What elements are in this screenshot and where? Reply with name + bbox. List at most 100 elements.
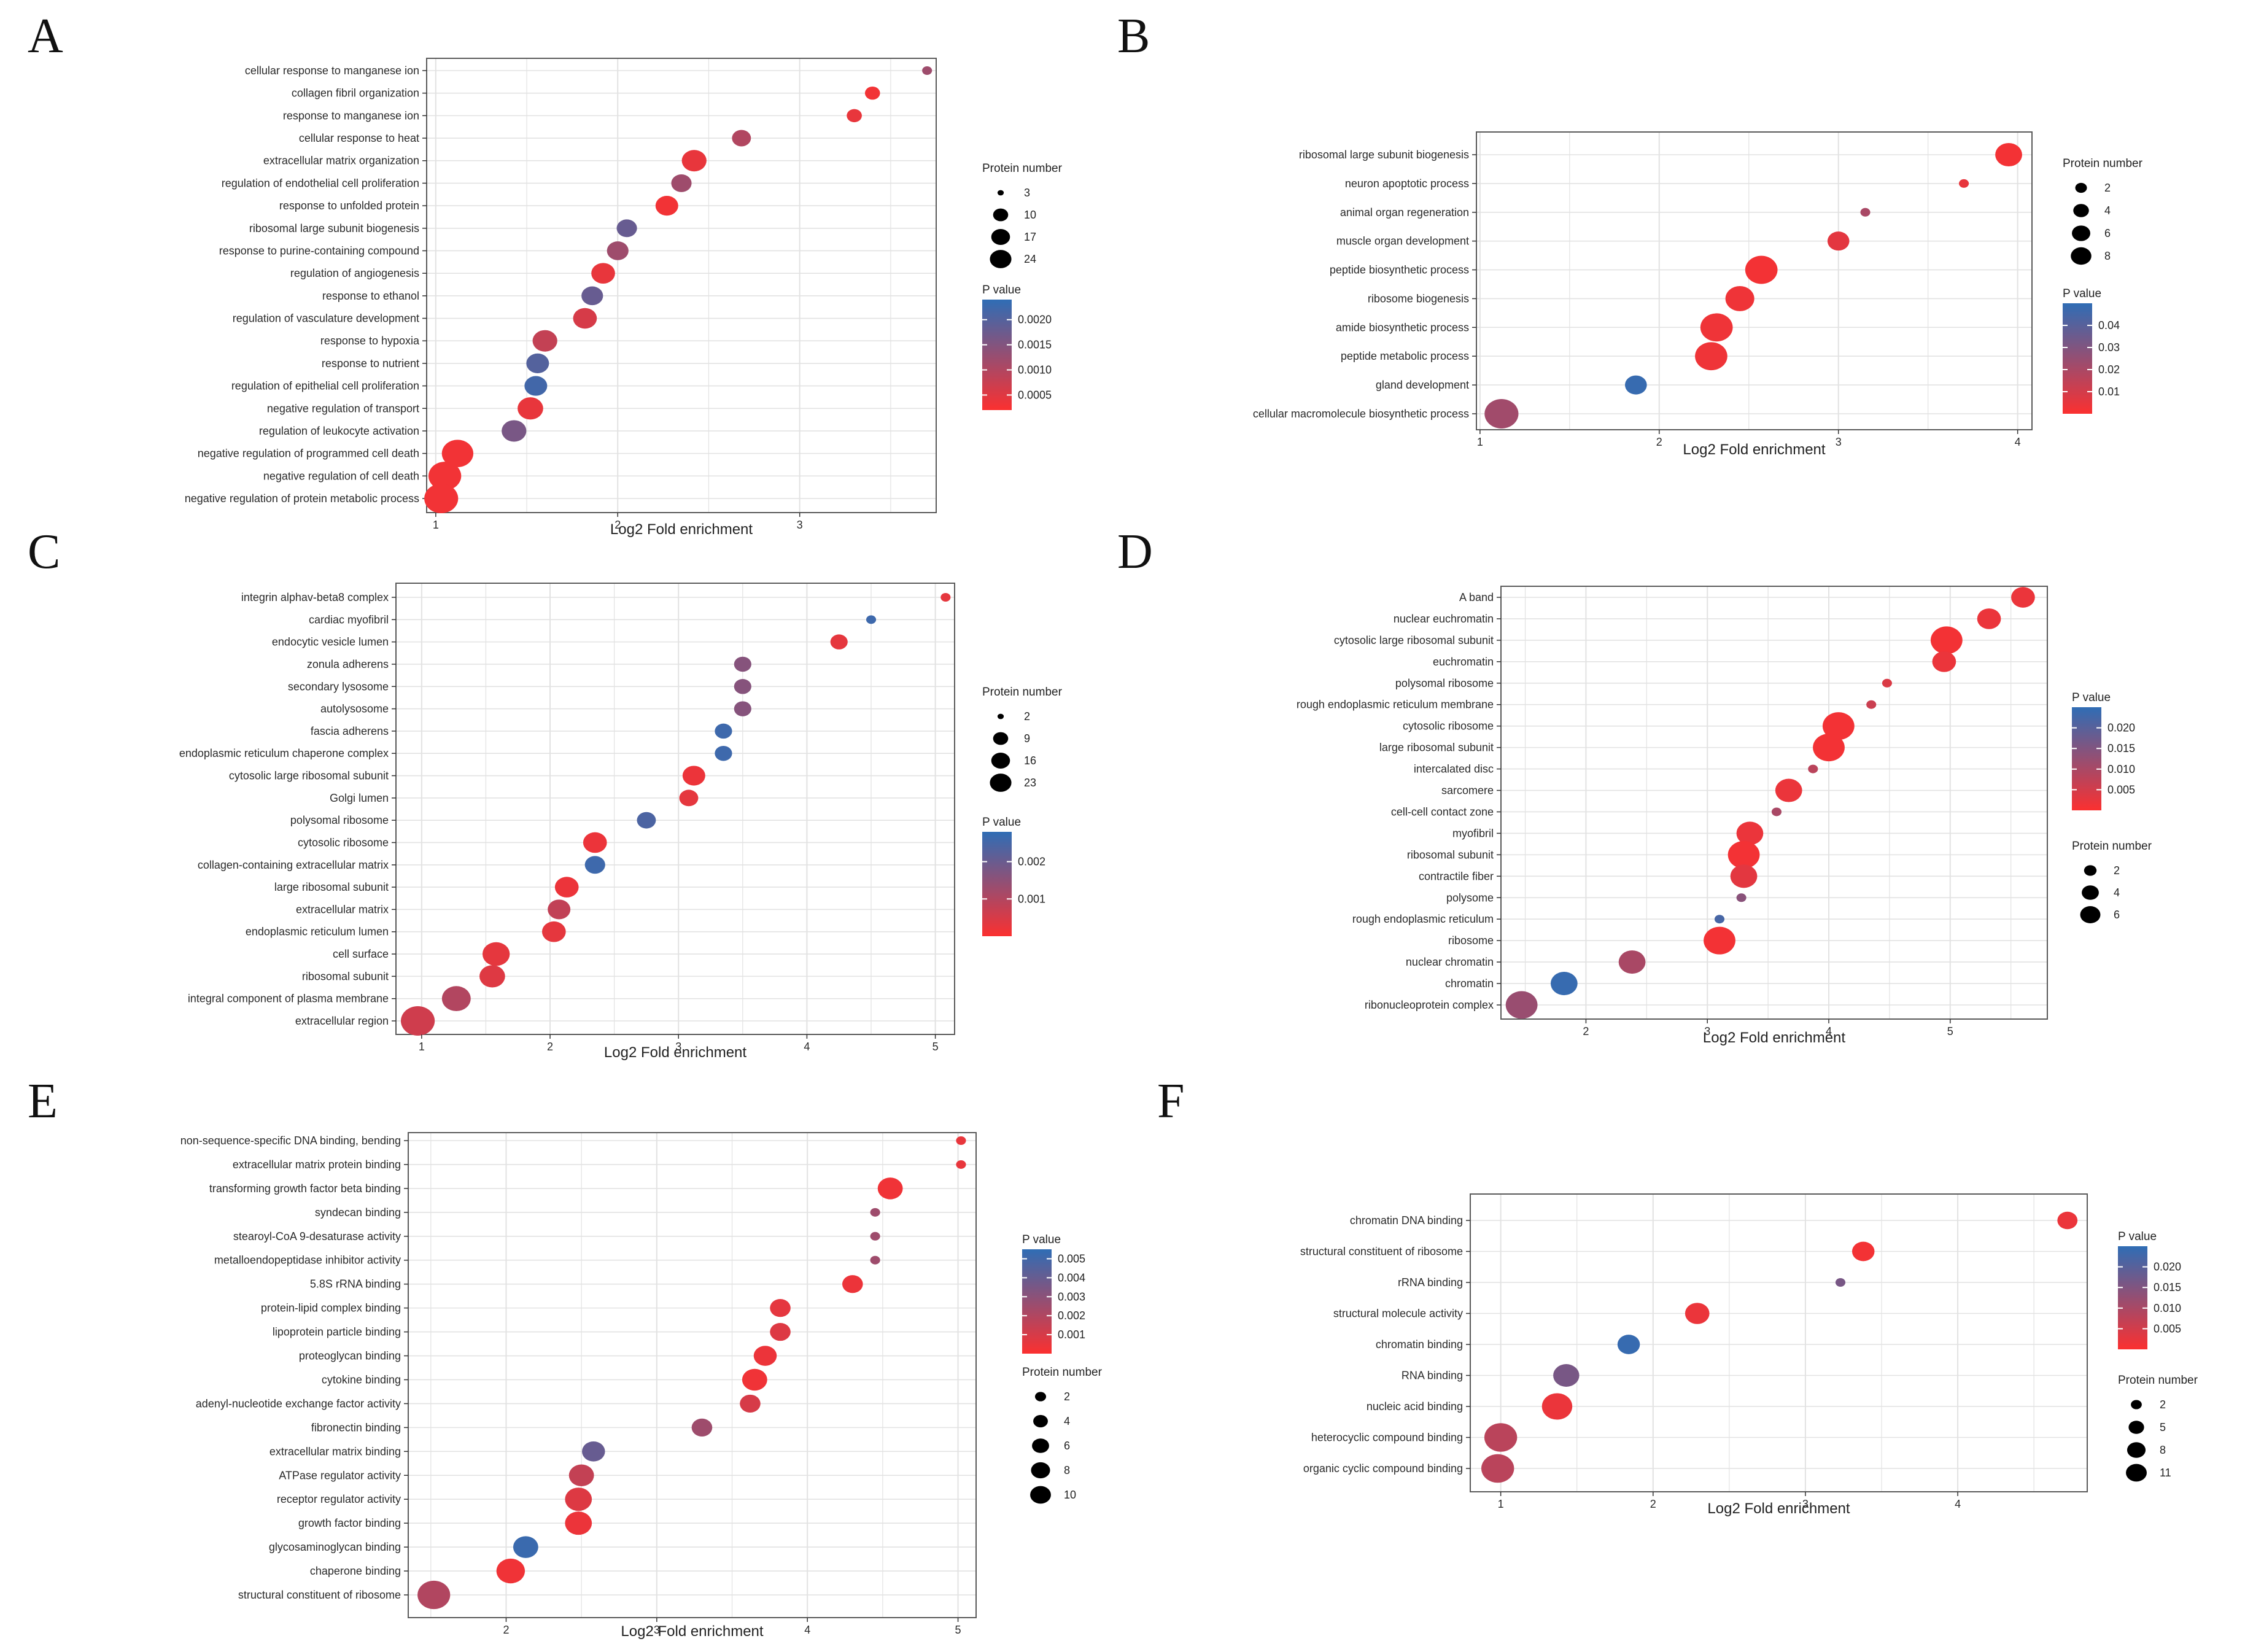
term-label: ribosomal subunit xyxy=(1407,848,1494,861)
data-point xyxy=(1736,821,1764,845)
panel-letter: C xyxy=(28,525,60,579)
color-legend-label: 0.0005 xyxy=(1018,389,1052,401)
size-legend-dot xyxy=(1034,1392,1047,1402)
term-label: ribosome xyxy=(1448,934,1494,947)
x-tick-label: 1 xyxy=(433,519,439,531)
x-tick-label: 4 xyxy=(1955,1498,1961,1510)
data-point xyxy=(734,679,751,694)
term-label: cellular response to heat xyxy=(299,132,419,144)
size-legend-label: 2 xyxy=(1024,710,1030,723)
term-label: extracellular matrix protein binding xyxy=(233,1158,401,1171)
term-label: cytosolic large ribosomal subunit xyxy=(1334,634,1494,646)
size-legend-dot xyxy=(1030,1486,1051,1504)
term-label: integrin alphav-beta8 complex xyxy=(241,591,389,603)
data-point xyxy=(655,196,678,216)
color-legend: P value 0.002 0.001 xyxy=(982,816,1045,936)
size-legend-dot xyxy=(2073,204,2089,217)
data-point xyxy=(1685,1303,1710,1324)
size-legend: Protein number 2 4 6 xyxy=(2072,840,2152,923)
term-label: rough endoplasmic reticulum xyxy=(1352,913,1494,925)
term-label: protein-lipid complex binding xyxy=(261,1302,401,1314)
data-point xyxy=(581,286,603,306)
data-point xyxy=(441,986,471,1012)
data-point xyxy=(479,965,505,988)
size-legend-dot xyxy=(993,732,1009,745)
size-legend-dot xyxy=(2071,247,2092,265)
data-point xyxy=(1866,700,1877,709)
data-point xyxy=(870,1208,880,1217)
x-tick-label: 3 xyxy=(1802,1498,1809,1510)
data-point xyxy=(740,1394,761,1413)
size-legend-dot xyxy=(997,713,1004,719)
color-legend-label: 0.005 xyxy=(2107,783,2135,796)
size-legend-label: 4 xyxy=(2114,886,2120,899)
grid xyxy=(396,583,955,1034)
size-legend-dot xyxy=(2131,1400,2142,1410)
term-label: cytosolic ribosome xyxy=(298,836,389,848)
x-tick-label: 3 xyxy=(797,519,803,531)
size-legend-label: 23 xyxy=(1024,777,1036,789)
x-tick-label: 3 xyxy=(654,1624,660,1636)
term-label: extracellular matrix organization xyxy=(263,155,419,167)
data-point xyxy=(770,1299,791,1317)
x-axis-label: Log2 Fold enrichment xyxy=(1683,441,1825,458)
term-label: cardiac myofibril xyxy=(309,613,389,626)
data-point xyxy=(734,656,751,672)
term-label: response to nutrient xyxy=(322,357,419,370)
data-point xyxy=(1617,1335,1640,1354)
term-label: negative regulation of programmed cell d… xyxy=(198,448,419,460)
size-legend-label: 2 xyxy=(1064,1390,1070,1403)
color-legend-label: 0.03 xyxy=(2098,341,2120,354)
data-point xyxy=(671,174,692,192)
term-label: 5.8S rRNA binding xyxy=(310,1278,401,1290)
size-legend: Protein number 2 5 8 11 xyxy=(2118,1374,2198,1482)
color-bar xyxy=(1022,1249,1052,1354)
term-label: large ribosomal subunit xyxy=(274,881,389,893)
color-legend-label: 0.01 xyxy=(2098,386,2120,398)
term-label: regulation of leukocyte activation xyxy=(259,425,419,437)
size-legend: Protein number 2 9 16 23 xyxy=(982,686,1063,792)
size-legend-label: 10 xyxy=(1064,1489,1076,1501)
term-label: response to hypoxia xyxy=(320,335,420,347)
term-label: regulation of vasculature development xyxy=(233,312,419,325)
color-legend: P value 0.0020 0.0015 0.0010 0.0005 xyxy=(982,284,1052,410)
color-legend-title: P value xyxy=(982,284,1021,297)
color-legend-label: 0.010 xyxy=(2107,763,2135,775)
size-legend-dot xyxy=(990,774,1012,792)
grid xyxy=(427,58,936,513)
term-label: adenyl-nucleotide exchange factor activi… xyxy=(196,1397,401,1410)
size-legend-dot xyxy=(991,229,1010,245)
size-legend-label: 8 xyxy=(2160,1444,2166,1456)
term-label: syndecan binding xyxy=(315,1206,401,1219)
data-point xyxy=(877,1177,903,1200)
data-point xyxy=(753,1346,777,1366)
data-point xyxy=(1808,764,1818,774)
x-tick-label: 2 xyxy=(1583,1025,1589,1037)
data-point xyxy=(691,1418,713,1437)
term-label: stearoyl-CoA 9-desaturase activity xyxy=(233,1230,401,1243)
term-label: ribosomal large subunit biogenesis xyxy=(1299,149,1469,161)
color-legend-label: 0.004 xyxy=(1058,1271,1085,1284)
color-legend: P value 0.04 0.03 0.02 0.01 xyxy=(2063,287,2120,414)
term-label: fibronectin binding xyxy=(311,1421,401,1433)
data-point xyxy=(554,877,579,898)
data-point xyxy=(584,856,605,874)
term-label: euchromatin xyxy=(1433,656,1494,668)
term-label: non-sequence-specific DNA binding, bendi… xyxy=(180,1134,401,1147)
panel-d: D A band nuclear euchromatin cytosolic larg… xyxy=(1117,525,2152,1046)
color-legend-label: 0.04 xyxy=(2098,319,2120,332)
term-label: response to manganese ion xyxy=(283,109,419,122)
term-label: extracellular region xyxy=(295,1015,389,1027)
data-point xyxy=(1727,840,1760,869)
term-label: proteoglycan binding xyxy=(299,1350,401,1362)
data-point xyxy=(1541,1393,1573,1420)
term-label: response to purine-containing compound xyxy=(219,244,419,257)
size-legend-title: Protein number xyxy=(2063,157,2143,170)
plot-frame xyxy=(1500,586,2048,1020)
term-label: peptide metabolic process xyxy=(1341,350,1469,362)
data-point xyxy=(582,1441,605,1462)
data-point xyxy=(1505,991,1538,1019)
data-point xyxy=(583,832,607,853)
